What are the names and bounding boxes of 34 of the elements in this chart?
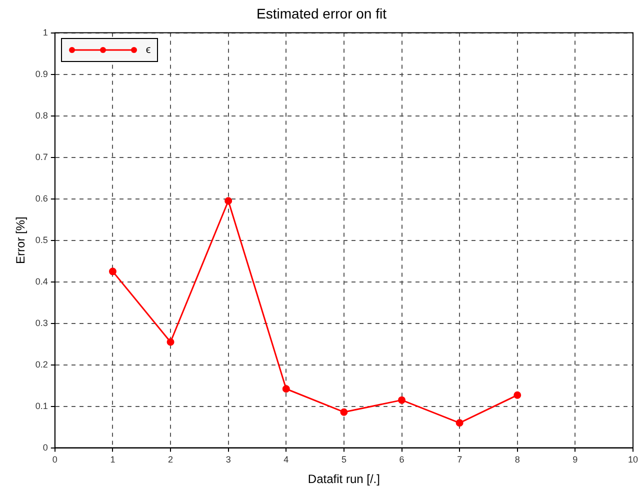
y-tick-label: 0.2	[35, 359, 48, 370]
x-tick-label: 2	[168, 454, 174, 465]
x-tick-label: 7	[457, 454, 462, 465]
x-tick-label: 4	[284, 454, 289, 465]
legend-label: ϵ	[146, 44, 151, 56]
x-tick-label: 10	[628, 454, 638, 465]
y-tick-label: 1	[42, 27, 48, 38]
point	[398, 396, 406, 404]
point	[514, 391, 522, 399]
y-axis-title: Error [%]	[14, 216, 28, 264]
x-tick-label: 8	[514, 454, 520, 465]
y-tick-label: 0.5	[35, 234, 48, 245]
y-tick-label: 0.1	[35, 400, 48, 411]
point	[456, 419, 464, 427]
point	[224, 197, 232, 205]
point	[108, 268, 116, 276]
x-axis-title: Datafit run [/.]	[308, 472, 380, 486]
point	[282, 385, 290, 393]
y-tick-label: 0	[42, 442, 48, 452]
y-tick-label: 0.7	[35, 152, 48, 162]
x-tick-label: 0	[52, 454, 58, 465]
x-tick-label: 9	[572, 454, 578, 465]
chart-title: Estimated error on fit	[256, 5, 387, 22]
point	[166, 338, 174, 346]
y-tick-label: 0.6	[35, 193, 48, 204]
y-tick-label: 0.4	[35, 276, 48, 286]
point	[340, 408, 348, 416]
y-tick-label: 0.9	[35, 68, 48, 79]
x-tick-label: 6	[399, 454, 404, 465]
x-tick-label: 3	[226, 454, 231, 465]
y-tick-label: 0.3	[35, 318, 48, 328]
x-tick-label: 5	[341, 454, 346, 465]
x-tick-label: 1	[110, 454, 116, 465]
y-tick-label: 0.8	[35, 110, 48, 120]
